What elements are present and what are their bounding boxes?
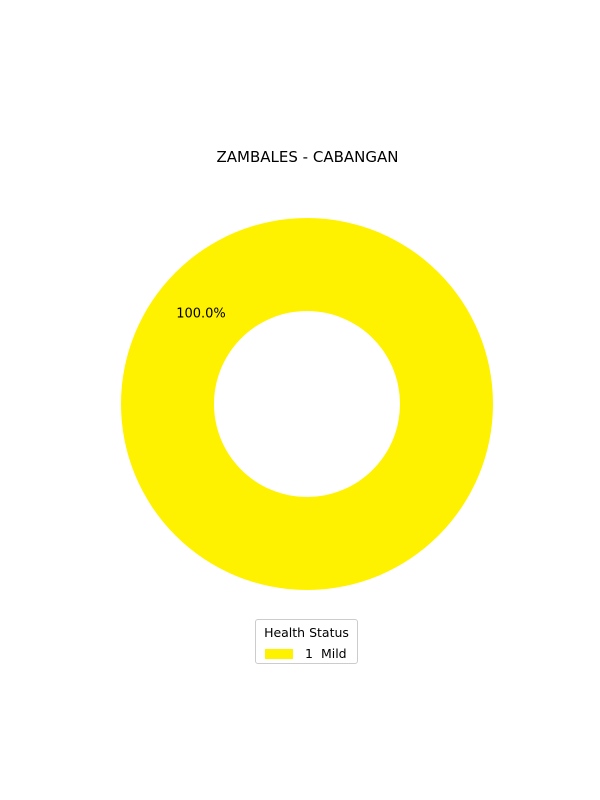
legend-label-mild: Mild: [320, 646, 347, 661]
legend-swatch-mild: [265, 648, 293, 659]
percent-labels: 100.0%: [176, 307, 226, 322]
legend: Health Status 1 Mild: [255, 619, 358, 664]
legend-entry-mild: 1 Mild: [265, 646, 347, 661]
chart-title: ZAMBALES - CABANGAN: [216, 148, 399, 166]
legend-title: Health Status: [264, 625, 349, 640]
legend-count-mild: 1: [305, 646, 313, 661]
percent-label-mild: 100.0%: [176, 307, 226, 322]
donut-slices: [121, 218, 493, 590]
slice-mild: [121, 218, 493, 590]
